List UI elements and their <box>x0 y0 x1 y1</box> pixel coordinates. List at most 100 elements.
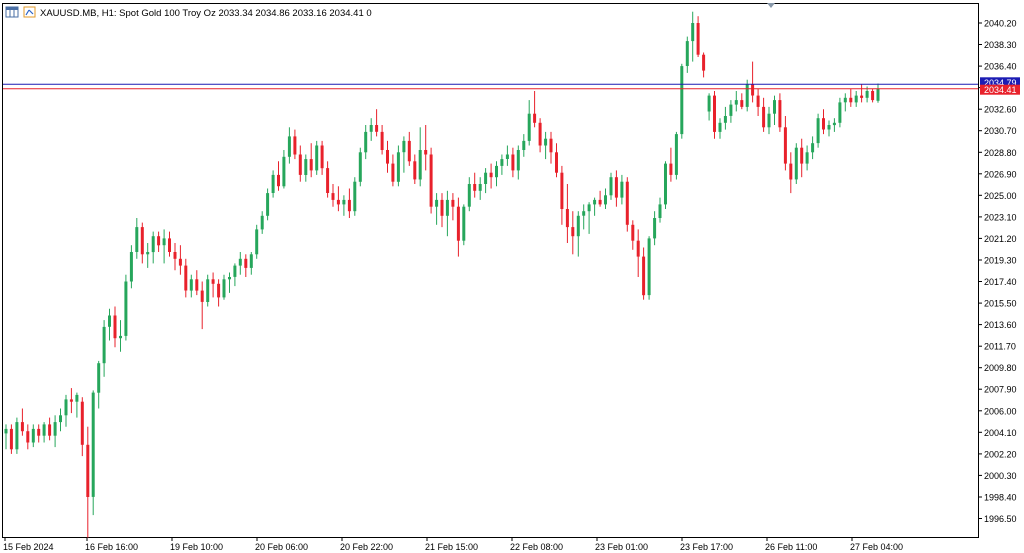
candle <box>135 218 139 259</box>
candle-body <box>653 218 657 239</box>
candle <box>816 113 820 148</box>
candle <box>331 184 335 207</box>
candle-body <box>407 140 411 162</box>
candle <box>789 152 793 194</box>
candle-body <box>440 199 444 216</box>
candle-body <box>9 428 13 450</box>
candle <box>293 129 297 160</box>
candle <box>832 118 836 132</box>
candle-body <box>565 209 569 228</box>
candle <box>15 417 19 454</box>
candle-body <box>86 444 90 497</box>
candle-body <box>184 265 188 291</box>
candle <box>396 145 400 187</box>
candle-body <box>168 238 171 252</box>
candle <box>495 161 498 187</box>
candle-body <box>358 152 362 182</box>
candle <box>173 243 177 271</box>
candle-body <box>342 199 346 205</box>
candle <box>854 91 858 107</box>
candle-body <box>576 215 580 237</box>
candle <box>565 184 569 243</box>
plot-area[interactable] <box>2 3 979 538</box>
candle-body <box>555 152 558 173</box>
bid-price-tag: 2034.41 <box>980 84 1020 95</box>
candle <box>740 93 744 110</box>
candle-body <box>260 215 264 230</box>
candle-body <box>15 422 19 450</box>
candle-body <box>456 206 460 241</box>
candle <box>217 279 221 307</box>
candle <box>827 120 831 137</box>
candle-body <box>113 315 117 339</box>
candle-body <box>604 195 607 205</box>
time-tick-label: 20 Feb 22:00 <box>340 542 393 552</box>
candle-body <box>691 23 695 42</box>
candle <box>358 147 362 187</box>
candle <box>756 88 760 116</box>
candle-body <box>467 184 471 207</box>
candle <box>560 165 564 225</box>
candle-body <box>713 95 716 132</box>
time-tick-label: 27 Feb 04:00 <box>850 542 903 552</box>
candle <box>696 16 700 57</box>
candle-body <box>778 100 782 128</box>
candle <box>794 143 798 184</box>
candle-body <box>767 113 771 128</box>
candle-body <box>217 283 221 298</box>
candle-body <box>238 258 242 266</box>
time-axis[interactable]: 15 Feb 2024 16 Feb 16:00 19 Feb 10:00 20 Fe… <box>3 537 903 552</box>
candle-body <box>544 138 548 146</box>
candle-body <box>124 281 128 336</box>
candle <box>386 140 389 173</box>
candle <box>200 281 204 330</box>
candle-body <box>680 66 684 135</box>
candle-body <box>860 95 864 98</box>
candle <box>631 220 635 250</box>
candle-body <box>598 199 602 205</box>
candle <box>380 125 384 155</box>
candle-body <box>811 143 815 153</box>
candle <box>113 306 117 348</box>
candle <box>440 193 444 228</box>
candle <box>391 154 395 187</box>
price-lines-layer <box>3 83 978 90</box>
candle <box>658 197 662 223</box>
price-axis[interactable]: 2040.202038.302036.402034.502032.602030.… <box>978 19 1020 525</box>
candle <box>843 93 847 112</box>
candle <box>625 177 629 232</box>
candle-body <box>59 415 62 423</box>
candle-body <box>364 131 368 153</box>
chart-properties-icon[interactable] <box>23 6 36 18</box>
ask-price-tag: 2034.79 <box>980 77 1020 88</box>
candle <box>593 197 597 216</box>
price-tick-label: 2036.40 <box>984 62 1017 72</box>
price-tick-label: 2038.30 <box>984 40 1017 50</box>
candle-body <box>783 127 787 164</box>
chart-window-icon[interactable] <box>5 6 19 18</box>
candle-body <box>64 399 68 416</box>
time-tick-label: 23 Feb 17:00 <box>680 542 733 552</box>
candle-body <box>304 159 308 175</box>
time-tick-label: 21 Feb 15:00 <box>425 542 478 552</box>
candle-body <box>53 422 57 436</box>
candle <box>238 252 242 275</box>
candle <box>119 320 122 352</box>
candle <box>4 424 8 450</box>
candle-body <box>658 204 662 218</box>
time-tick-label: 16 Feb 16:00 <box>85 542 138 552</box>
candle <box>244 254 248 277</box>
candle <box>718 118 722 139</box>
candle-body <box>631 224 635 241</box>
candle <box>527 100 531 146</box>
chart-shift-marker[interactable] <box>767 3 775 8</box>
price-tick-label: 2032.60 <box>984 105 1017 115</box>
candle-body <box>266 193 270 216</box>
candle <box>282 150 286 189</box>
candle-body <box>636 240 640 257</box>
price-tick-label: 2009.80 <box>984 363 1017 373</box>
candle-body <box>740 100 744 107</box>
candle <box>445 190 449 237</box>
candle-body <box>642 256 646 296</box>
